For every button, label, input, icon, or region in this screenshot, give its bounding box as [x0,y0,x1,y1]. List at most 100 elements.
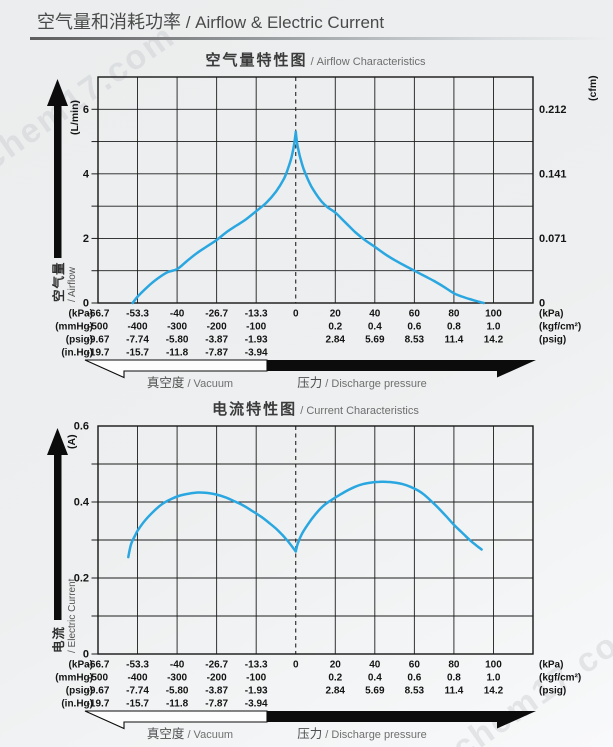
plot-border [97,425,534,655]
current-chart-title-en: / Current Characteristics [297,405,419,417]
current-chart-title-zh: 电流特性图 [212,400,297,418]
y-right-tick-label: 0.212 [539,104,567,116]
y-tick-label: 0.6 [74,421,89,433]
y-axis-arrow-head-icon [47,79,68,106]
x-tick-label: -7.74 [126,686,149,697]
x-tick-label: -11.8 [166,699,189,710]
vacuum-arrow-icon [84,710,268,730]
x-tick-label: -500 [88,673,108,684]
x-tick-label: 5.69 [365,335,385,346]
x-axis-unit-left: (mmHg) [55,322,93,333]
y-unit-label: (A) [66,434,78,449]
x-axis-unit-right: (psig) [539,686,566,697]
x-tick-label: -9.67 [87,686,110,697]
x-tick-label: -53.3 [126,309,149,320]
x-tick-label: -5.80 [166,335,189,346]
x-tick-label: -7.87 [205,699,228,710]
x-tick-label: -3.94 [245,699,268,710]
y-right-tick-label: 0.141 [539,168,567,180]
x-tick-label: -5.80 [166,686,189,697]
x-tick-label: -300 [167,322,187,333]
y-tick-label: 2 [83,233,89,245]
y-tick-label: 4 [83,168,90,180]
x-tick-label: 80 [448,309,460,320]
vacuum-label: 真空度 / Vacuum [147,375,233,390]
y-axis-arrow-head-icon [47,428,68,455]
y-tick-label: 0.4 [74,497,90,509]
y-right-unit-label: (cfm) [587,75,599,101]
x-tick-label: -100 [246,673,266,684]
x-tick-label: -19.7 [87,699,110,710]
x-tick-label: -53.3 [126,660,149,671]
vacuum-label-en: / Vacuum [184,729,233,741]
x-tick-label: -3.87 [205,686,228,697]
x-axis-unit-left: (in.Hg) [61,348,93,359]
x-tick-label: -200 [207,322,227,333]
header-divider [30,37,608,40]
x-tick-label: -9.67 [87,335,110,346]
x-axis-unit-right: (psig) [539,335,566,346]
x-tick-label: 0.6 [407,673,421,684]
x-tick-label: 80 [448,660,460,671]
x-tick-label: 0 [293,660,299,671]
pressure-arrow-icon [267,360,536,378]
airflow-curve [131,130,298,305]
y-axis-arrow-shaft [54,104,62,258]
x-tick-label: 0.4 [368,673,382,684]
x-axis-unit-left: (kPa) [69,309,93,320]
x-axis-unit-left: (kPa) [69,660,93,671]
x-tick-label: -40 [170,309,185,320]
x-axis-unit-right: (kPa) [539,660,563,671]
x-tick-label: 5.69 [365,686,385,697]
x-tick-label: 1.0 [487,673,501,684]
x-tick-label: -13.3 [245,660,268,671]
x-axis-unit-right: (kgf/cm²) [539,322,581,333]
vacuum-label-zh: 真空度 [147,726,185,741]
airflow-chart-title-zh: 空气量特性图 [206,51,308,69]
x-tick-label: 14.2 [484,335,504,346]
x-tick-label: 0.2 [328,673,342,684]
x-tick-label: 20 [330,309,342,320]
x-tick-label: -3.87 [205,335,228,346]
x-tick-label: 0.8 [447,322,461,333]
y-tick-label: 0 [83,298,89,310]
y-axis-name-zh: 电流 [51,626,66,653]
x-tick-label: 60 [409,309,421,320]
page-title-zh: 空气量和消耗功率 [37,12,181,32]
x-tick-label: 40 [369,309,381,320]
y-axis-name-en: / Airflow [67,266,78,302]
x-tick-label: -26.7 [205,660,228,671]
x-tick-label: -40 [170,660,185,671]
x-axis-unit-left: (psig) [66,335,93,346]
current-curve [127,491,298,559]
x-tick-label: 0.8 [447,673,461,684]
pressure-arrow-icon [267,711,536,729]
x-tick-label: -400 [128,322,148,333]
current-chart: 电流特性图 / Current Characteristics 0 0.2 0.4 0.… [47,400,581,741]
x-tick-label: 100 [485,660,502,671]
airflow-chart-title: 空气量特性图 / Airflow Characteristics [206,51,426,69]
x-tick-label: 0.2 [328,322,342,333]
pressure-label-zh: 压力 [297,727,322,741]
x-tick-label: -15.7 [126,699,149,710]
x-tick-label: 11.4 [444,335,463,346]
pressure-label: 压力 / Discharge pressure [297,376,427,390]
y-axis-arrow-shaft [54,453,62,620]
x-tick-label: -19.7 [87,348,110,359]
x-tick-label: -26.7 [205,309,228,320]
page-title-en: / Airflow & Electric Current [181,13,385,32]
x-tick-label: -7.74 [126,335,149,346]
x-tick-label: -15.7 [126,348,149,359]
y-axis-name-en: / Electric Current [67,578,78,653]
x-axis-unit-left: (psig) [66,686,93,697]
x-tick-label: 14.2 [484,686,504,697]
x-tick-label: -13.3 [245,309,268,320]
pressure-label-en: / Discharge pressure [322,729,427,741]
x-tick-label: 8.53 [405,335,425,346]
x-axis-unit-right: (kgf/cm²) [539,673,581,684]
x-tick-label: 11.4 [444,686,463,697]
x-tick-label: -200 [207,673,227,684]
plot-border [97,76,534,304]
